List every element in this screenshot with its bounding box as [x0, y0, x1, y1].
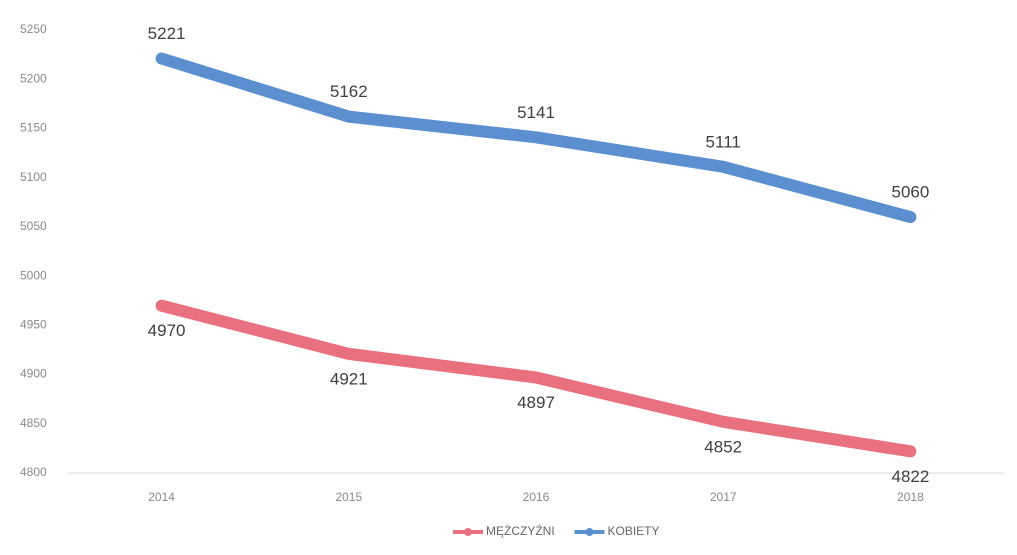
y-tick-label: 5150 — [20, 121, 47, 135]
y-tick-label: 5050 — [20, 219, 47, 233]
data-label: 5162 — [330, 82, 368, 101]
y-tick-label: 5100 — [20, 170, 47, 184]
y-tick-label: 4850 — [20, 416, 47, 430]
y-tick-label: 4800 — [20, 465, 47, 479]
y-tick-label: 4950 — [20, 318, 47, 332]
y-tick-label: 5000 — [20, 268, 47, 282]
series-line — [155, 299, 917, 458]
x-tick-label: 2014 — [148, 490, 175, 504]
data-label: 4897 — [517, 393, 555, 412]
data-label: 5060 — [891, 183, 929, 202]
data-label: 4970 — [148, 321, 186, 340]
series-line — [155, 52, 917, 224]
legend-marker — [464, 528, 472, 536]
data-label: 5111 — [706, 132, 741, 151]
data-label: 5221 — [148, 24, 186, 43]
data-label: 4852 — [704, 437, 742, 456]
y-tick-label: 5250 — [20, 22, 47, 36]
data-label: 4822 — [891, 467, 929, 486]
legend-label: KOBIETY — [608, 524, 660, 538]
x-tick-label: 2017 — [710, 490, 737, 504]
legend-label: MĘŻCZYŹNI — [486, 523, 555, 538]
data-label: 4921 — [330, 369, 368, 388]
x-tick-label: 2016 — [523, 490, 550, 504]
y-tick-label: 5200 — [20, 71, 47, 85]
y-tick-label: 4900 — [20, 367, 47, 381]
x-tick-label: 2018 — [897, 490, 924, 504]
x-tick-label: 2015 — [335, 490, 362, 504]
legend-marker — [585, 528, 594, 536]
data-label: 5141 — [517, 103, 555, 122]
